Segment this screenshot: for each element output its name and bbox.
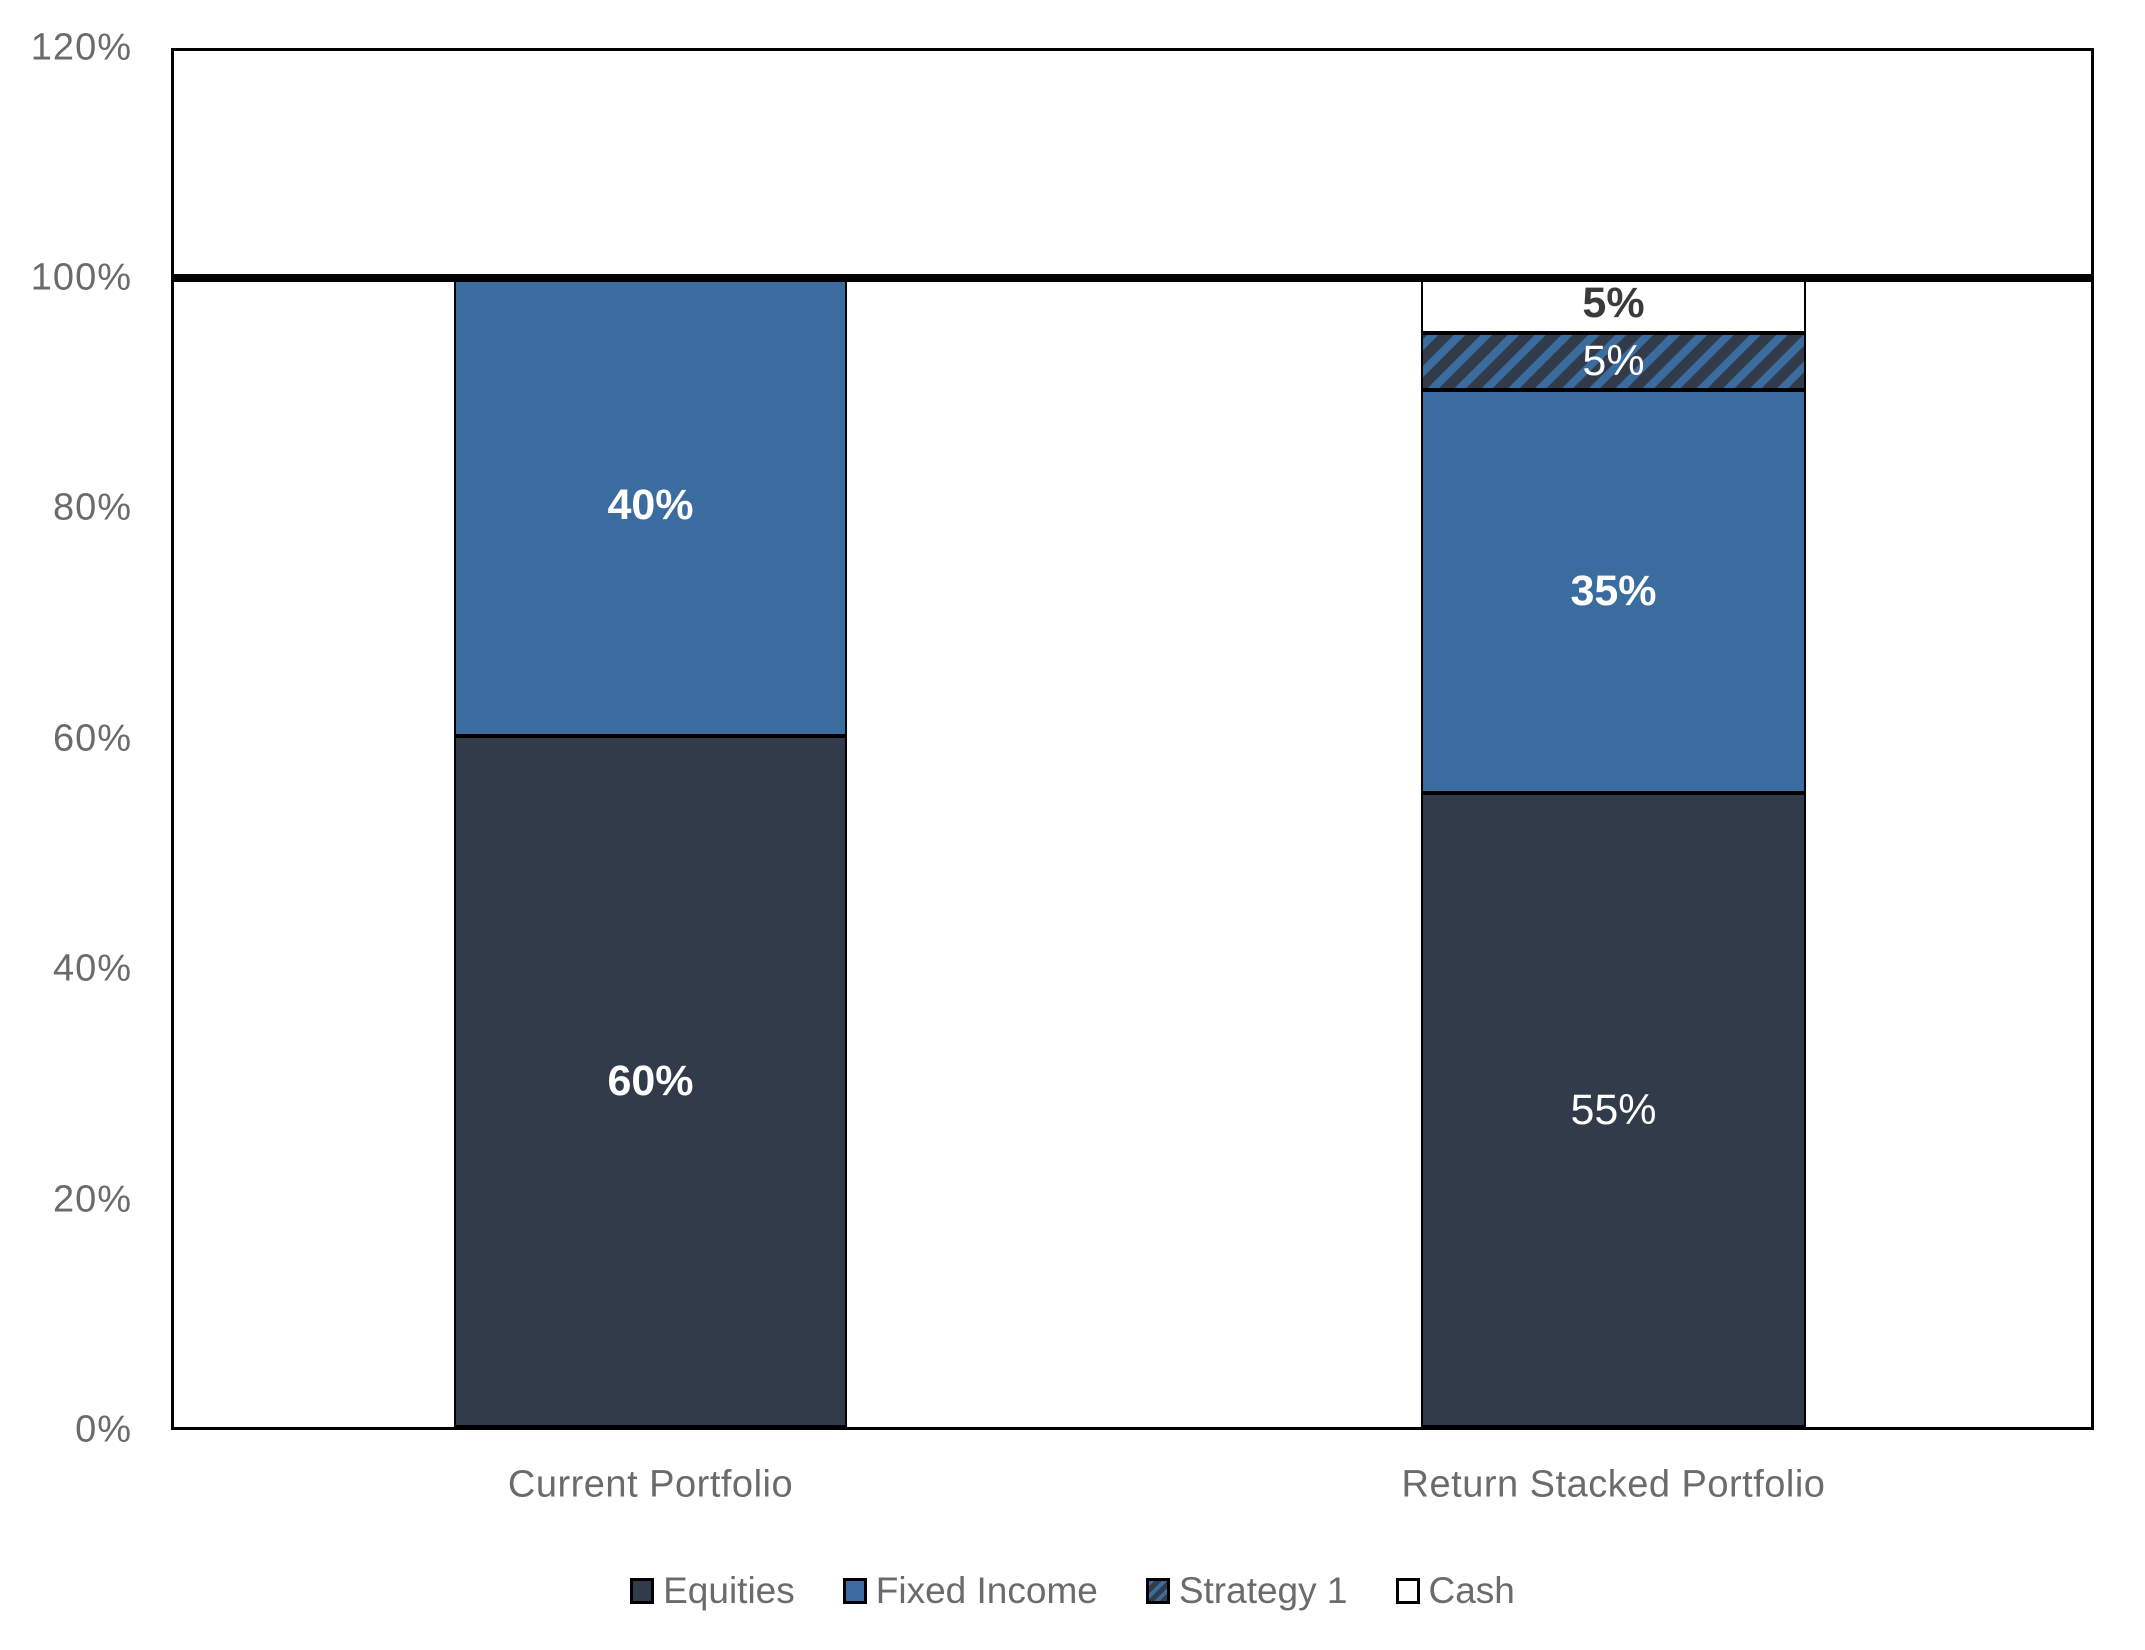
legend: Equities Fixed Income Strategy 1 Cash — [0, 1562, 2145, 1620]
bar-segment-strategy-1-return-stacked: 5% — [1421, 332, 1806, 391]
bar-segment-data-label: 35% — [1570, 567, 1657, 616]
y-axis-tick-label: 80% — [52, 486, 132, 529]
legend-swatch-fixed-income — [842, 1578, 867, 1604]
legend-swatch-cash — [1395, 1578, 1420, 1604]
y-axis-tick-label: 0% — [75, 1408, 132, 1451]
bar-segment-data-label: 5% — [1582, 279, 1645, 328]
legend-item-equities: Equities — [630, 1570, 795, 1612]
legend-label: Fixed Income — [875, 1570, 1098, 1611]
bar-segment-data-label: 40% — [607, 480, 694, 529]
reference-line-100pct — [174, 274, 2091, 282]
bar-segment-fixed-income-return-stacked: 35% — [1421, 390, 1806, 794]
legend-item-fixed-income: Fixed Income — [842, 1570, 1098, 1612]
legend-label: Strategy 1 — [1178, 1570, 1348, 1611]
bar-segment-data-label: 55% — [1570, 1085, 1657, 1134]
bar-segment-equities-return-stacked: 55% — [1421, 793, 1806, 1427]
legend-swatch-strategy-1 — [1145, 1578, 1170, 1604]
bar-segment-data-label: 60% — [607, 1056, 694, 1105]
plot-inner: 60% 40% 55% 35% 5% 5% — [174, 51, 2091, 1427]
legend-label: Equities — [663, 1570, 795, 1611]
bar-segment-fixed-income-current: 40% — [454, 275, 847, 736]
legend-item-strategy-1: Strategy 1 — [1145, 1570, 1348, 1612]
y-axis-tick-label: 120% — [30, 26, 132, 69]
legend-swatch-equities — [630, 1578, 655, 1604]
legend-label: Cash — [1428, 1570, 1515, 1611]
y-axis-tick-label: 40% — [52, 947, 132, 990]
plot-area: 60% 40% 55% 35% 5% 5% — [171, 48, 2094, 1430]
y-axis-tick-label: 20% — [52, 1178, 132, 1221]
category-label-current-portfolio: Current Portfolio — [507, 1463, 794, 1506]
category-label-return-stacked-portfolio: Return Stacked Portfolio — [1401, 1463, 1826, 1506]
bar-segment-equities-current: 60% — [454, 735, 847, 1427]
bar-segment-cash-return-stacked: 5% — [1421, 275, 1806, 333]
legend-item-cash: Cash — [1395, 1570, 1515, 1612]
y-axis-tick-label: 60% — [52, 717, 132, 760]
bar-segment-data-label: 5% — [1582, 336, 1645, 385]
y-axis-tick-label: 100% — [30, 256, 132, 299]
